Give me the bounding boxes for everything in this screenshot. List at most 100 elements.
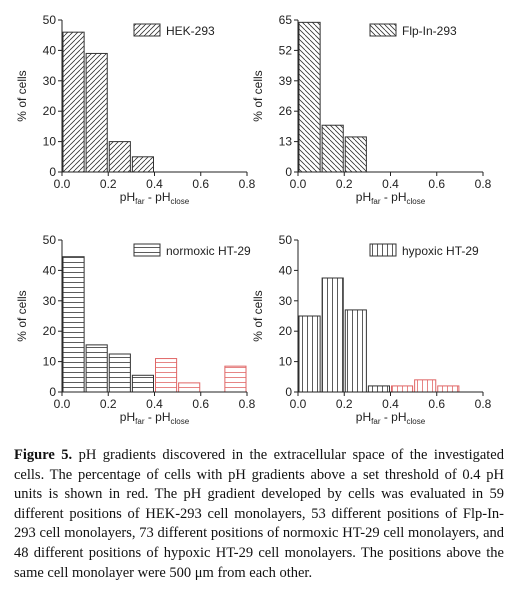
y-tick-label: 65: [279, 13, 293, 27]
y-tick-label: 10: [43, 355, 57, 369]
x-label-part: close: [171, 417, 190, 426]
y-tick-label: 0: [49, 165, 56, 179]
legend-swatch: [133, 23, 161, 37]
legend-label: Flp-In-293: [402, 24, 457, 38]
x-label-part: close: [407, 197, 426, 206]
legend-swatch: [369, 243, 397, 257]
bar: [321, 277, 344, 393]
x-label-part: pH: [120, 190, 135, 204]
bar: [344, 136, 367, 173]
x-tick-label: 0.0: [54, 397, 71, 411]
y-tick-label: 40: [279, 263, 293, 277]
x-tick-label: 0.6: [428, 397, 445, 411]
x-label-part: close: [171, 197, 190, 206]
y-tick-label: 50: [43, 233, 57, 247]
bar: [62, 31, 85, 173]
x-label-part: - pH: [144, 410, 170, 424]
y-tick-label: 30: [43, 294, 57, 308]
x-label-part: - pH: [380, 190, 406, 204]
x-tick-label: 0.2: [100, 177, 117, 191]
x-label-part: - pH: [380, 410, 406, 424]
y-axis-label: % of cells: [15, 290, 29, 341]
bar: [155, 358, 178, 393]
y-tick-label: 26: [279, 104, 293, 118]
x-tick-label: 0.0: [290, 177, 307, 191]
y-tick-label: 50: [43, 13, 57, 27]
x-axis-label: pHfar - pHclose: [356, 190, 426, 206]
bar: [321, 124, 344, 173]
bar: [298, 21, 321, 173]
x-label-part: far: [135, 417, 145, 426]
x-label-part: close: [407, 417, 426, 426]
x-axis-label: pHfar - pHclose: [356, 410, 426, 426]
bar: [344, 309, 367, 393]
x-axis-label: pHfar - pHclose: [120, 410, 190, 426]
bar: [391, 385, 414, 393]
bar: [62, 256, 85, 393]
bar: [108, 353, 131, 393]
x-tick-label: 0.4: [382, 177, 399, 191]
legend-label: normoxic HT-29: [166, 244, 251, 258]
y-tick-label: 40: [43, 263, 57, 277]
y-tick-label: 20: [43, 324, 57, 338]
x-label-part: pH: [356, 190, 371, 204]
bar: [85, 344, 108, 393]
y-tick-label: 30: [279, 294, 293, 308]
x-label-part: pH: [356, 410, 371, 424]
bar: [367, 385, 390, 393]
x-tick-label: 0.2: [336, 177, 353, 191]
x-tick-label: 0.6: [192, 177, 209, 191]
y-tick-label: 13: [279, 135, 293, 149]
x-label-part: pH: [120, 410, 135, 424]
x-tick-label: 0.6: [192, 397, 209, 411]
x-label-part: - pH: [144, 190, 170, 204]
x-tick-label: 0.6: [428, 177, 445, 191]
x-tick-label: 0.2: [336, 397, 353, 411]
x-tick-label: 0.8: [475, 177, 492, 191]
legend-swatch: [133, 243, 161, 257]
x-label-part: far: [135, 197, 145, 206]
bar: [108, 141, 131, 173]
bar: [178, 382, 201, 393]
x-label-part: far: [371, 197, 381, 206]
bar: [414, 379, 437, 393]
y-tick-label: 10: [43, 135, 57, 149]
x-tick-label: 0.0: [54, 177, 71, 191]
x-tick-label: 0.4: [382, 397, 399, 411]
x-tick-label: 0.8: [239, 397, 256, 411]
y-tick-label: 0: [285, 385, 292, 399]
legend-swatch: [369, 23, 397, 37]
y-tick-label: 20: [279, 324, 293, 338]
caption-label: Figure 5.: [14, 447, 73, 463]
y-tick-label: 40: [43, 43, 57, 57]
y-axis-label: % of cells: [251, 290, 265, 341]
bar: [131, 156, 154, 173]
bar: [85, 52, 108, 173]
x-tick-label: 0.4: [146, 397, 163, 411]
y-tick-label: 50: [279, 233, 293, 247]
y-tick-label: 39: [279, 74, 293, 88]
legend-label: hypoxic HT-29: [402, 244, 479, 258]
y-tick-label: 30: [43, 74, 57, 88]
x-tick-label: 0.8: [475, 397, 492, 411]
x-tick-label: 0.8: [239, 177, 256, 191]
legend-label: HEK-293: [166, 24, 215, 38]
x-tick-label: 0.0: [290, 397, 307, 411]
y-tick-label: 10: [279, 355, 293, 369]
y-axis-label: % of cells: [15, 70, 29, 121]
bar: [131, 374, 154, 393]
y-axis-label: % of cells: [251, 70, 265, 121]
x-tick-label: 0.2: [100, 397, 117, 411]
x-axis-label: pHfar - pHclose: [120, 190, 190, 206]
y-tick-label: 20: [43, 104, 57, 118]
x-tick-label: 0.4: [146, 177, 163, 191]
caption: Figure 5. pH gradients discovered in the…: [14, 446, 504, 583]
y-tick-label: 52: [279, 43, 293, 57]
bar: [224, 365, 247, 393]
y-tick-label: 0: [49, 385, 56, 399]
caption-text: pH gradients discovered in the extracell…: [14, 447, 504, 581]
y-tick-label: 0: [285, 165, 292, 179]
bar: [437, 385, 460, 393]
